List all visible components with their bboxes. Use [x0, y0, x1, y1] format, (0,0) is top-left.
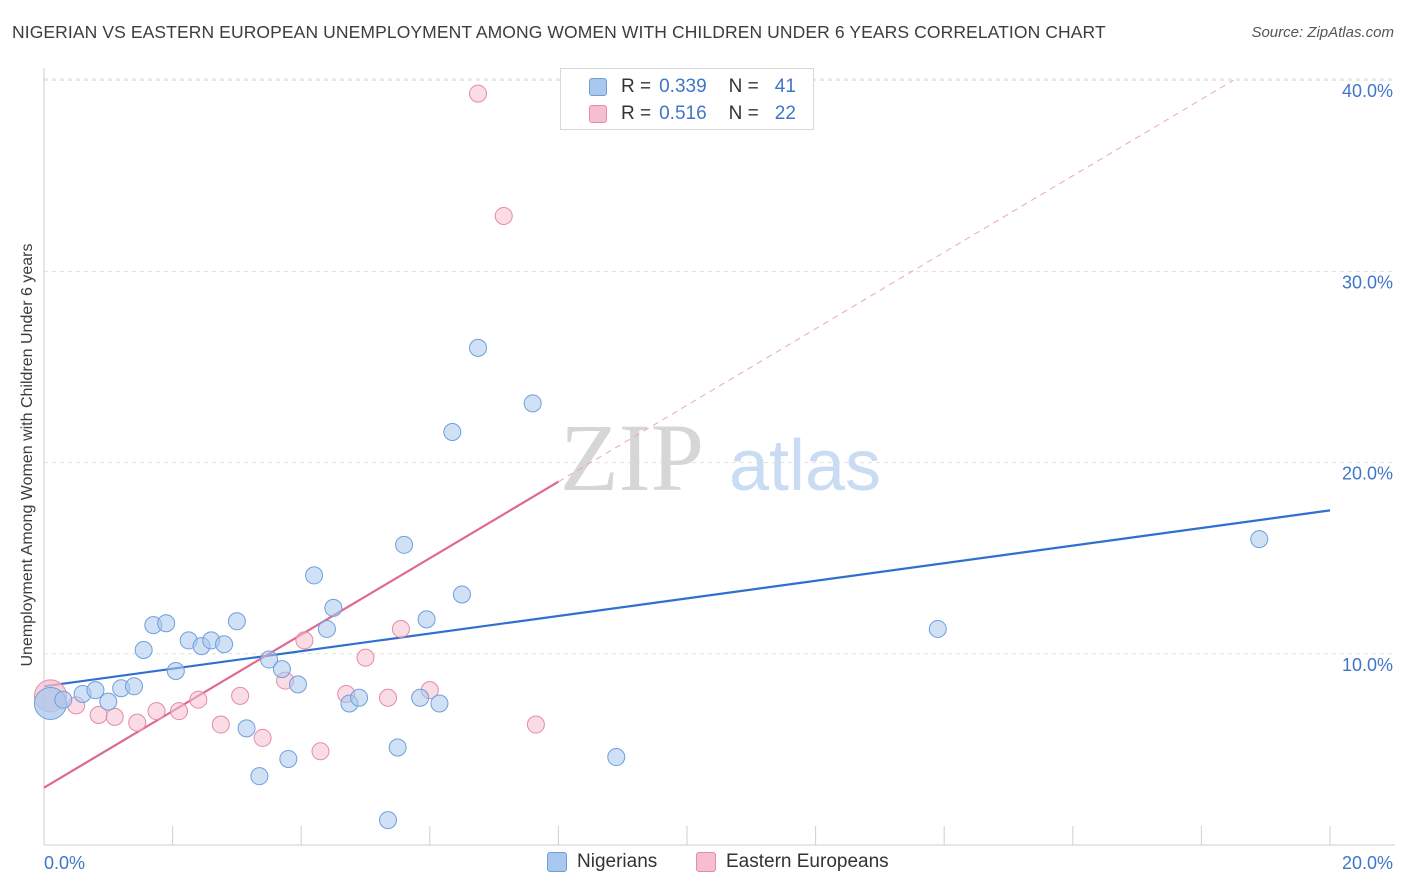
point-nigerians — [288, 675, 307, 694]
point-nigerians — [272, 660, 291, 679]
point-nigerians — [54, 690, 73, 709]
legend-n-value: 41 — [774, 76, 796, 97]
point-nigerians — [317, 619, 336, 638]
legend-row-nigerians: R = 0.339 N = 41 — [589, 75, 796, 99]
point-eastern-europeans — [189, 690, 208, 709]
legend-label-nigerians: Nigerians — [577, 851, 658, 872]
source-credit: Source: ZipAtlas.com — [1251, 24, 1394, 41]
point-nigerians — [1250, 530, 1269, 549]
legend-r-value: 0.516 — [659, 103, 707, 124]
point-nigerians — [260, 650, 279, 669]
legend-r-value: 0.339 — [659, 76, 707, 97]
point-nigerians — [452, 585, 471, 604]
trend-extension-eastern-europeans — [558, 79, 1234, 483]
point-nigerians — [417, 610, 436, 629]
tick-labels: 10.0% 20.0% 30.0% 40.0% 0.0% 20.0% — [44, 81, 1393, 873]
legend-n-label: N = — [728, 103, 759, 124]
legend-r-label: R = — [621, 103, 652, 124]
data-points — [33, 84, 1269, 830]
series-legend: Nigerians Eastern Europeans — [0, 851, 1406, 877]
y-tick-label: 10.0% — [1342, 655, 1393, 675]
legend-n-value: 22 — [774, 103, 796, 124]
point-eastern-europeans — [295, 631, 314, 650]
point-nigerians — [430, 694, 449, 713]
point-nigerians — [166, 662, 185, 681]
watermark: ZIP atlas — [560, 404, 881, 511]
point-nigerians — [305, 566, 324, 585]
point-nigerians — [215, 635, 234, 654]
point-eastern-europeans — [211, 715, 230, 734]
point-nigerians — [388, 738, 407, 757]
point-eastern-europeans — [526, 715, 545, 734]
y-tick-label: 30.0% — [1342, 272, 1393, 292]
y-tick-label: 20.0% — [1342, 464, 1393, 484]
legend-item-nigerians[interactable]: Nigerians — [547, 851, 657, 873]
x-tick-label: 20.0% — [1342, 853, 1393, 873]
point-nigerians — [250, 767, 269, 786]
point-eastern-europeans — [253, 728, 272, 747]
point-eastern-europeans — [147, 702, 166, 721]
point-nigerians — [227, 612, 246, 631]
point-eastern-europeans — [311, 742, 330, 761]
x-tick-label: 0.0% — [44, 853, 85, 873]
legend-swatch-pink — [589, 105, 607, 123]
point-eastern-europeans — [391, 619, 410, 638]
point-nigerians — [350, 688, 369, 707]
point-eastern-europeans — [128, 713, 147, 732]
point-eastern-europeans — [105, 707, 124, 726]
point-nigerians — [237, 719, 256, 738]
trend-line-nigerians — [43, 509, 1331, 688]
legend-swatch-blue — [589, 78, 607, 96]
point-nigerians — [279, 749, 298, 768]
point-nigerians — [324, 598, 343, 617]
point-eastern-europeans — [379, 688, 398, 707]
point-nigerians — [607, 748, 626, 767]
legend-n-label: N = — [728, 76, 759, 97]
point-nigerians — [125, 677, 144, 696]
point-eastern-europeans — [494, 206, 513, 225]
point-eastern-europeans — [231, 686, 250, 705]
legend-item-eastern-europeans[interactable]: Eastern Europeans — [696, 851, 889, 873]
watermark-zip: ZIP — [560, 404, 704, 511]
grid-lines — [44, 78, 1395, 655]
point-nigerians — [99, 692, 118, 711]
axes — [43, 68, 1395, 846]
legend-row-eastern-europeans: R = 0.516 N = 22 — [589, 102, 796, 126]
point-nigerians — [157, 614, 176, 633]
legend-r-label: R = — [621, 76, 652, 97]
point-eastern-europeans — [469, 84, 488, 103]
legend-label-eastern-europeans: Eastern Europeans — [726, 851, 889, 872]
point-nigerians — [469, 338, 488, 357]
legend-swatch-blue — [547, 852, 567, 872]
legend-swatch-pink — [696, 852, 716, 872]
point-nigerians — [523, 394, 542, 413]
point-nigerians — [395, 535, 414, 554]
point-nigerians — [411, 688, 430, 707]
point-nigerians — [443, 423, 462, 442]
point-nigerians — [134, 640, 153, 659]
watermark-atlas: atlas — [729, 426, 881, 506]
y-tick-label: 40.0% — [1342, 81, 1393, 101]
chart-title: NIGERIAN VS EASTERN EUROPEAN UNEMPLOYMEN… — [12, 22, 1106, 42]
point-nigerians — [379, 811, 398, 830]
point-nigerians — [86, 681, 105, 700]
point-nigerians — [928, 619, 947, 638]
point-eastern-europeans — [170, 702, 189, 721]
point-eastern-europeans — [356, 648, 375, 667]
correlation-legend: R = 0.339 N = 41 R = 0.516 N = 22 — [560, 68, 814, 130]
